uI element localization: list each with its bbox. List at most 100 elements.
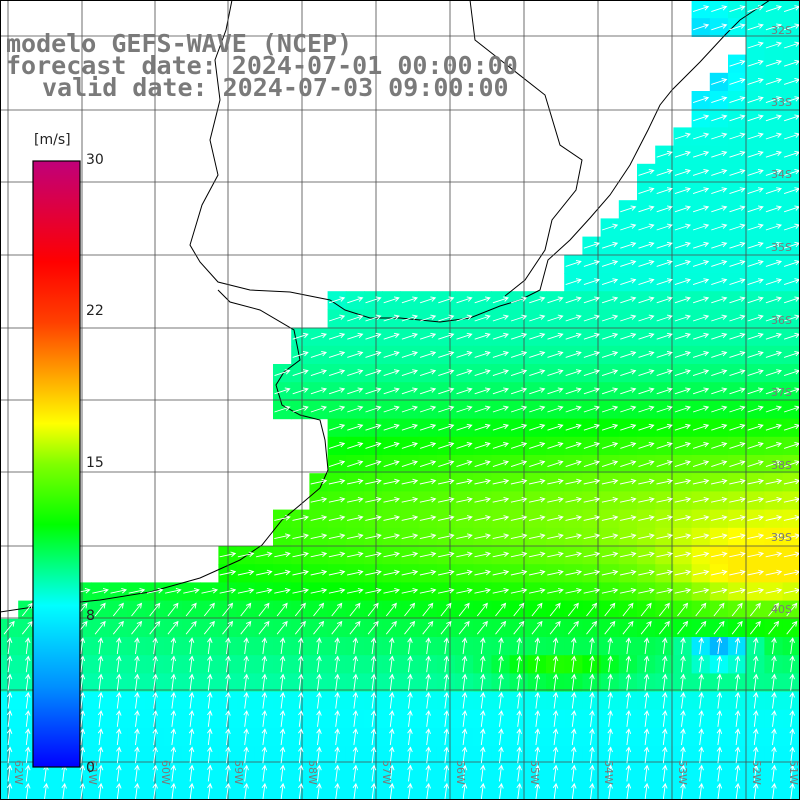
wind-arrow [771,782,777,800]
wind-arrow [310,369,327,377]
wind-arrow [571,691,577,709]
wind-arrow [456,587,473,594]
wind-arrow [747,114,764,122]
wind-arrow [134,691,140,709]
wind-arrow [549,620,561,635]
wind-arrow [258,602,270,617]
wind-arrow [625,728,632,746]
wind-arrow [583,332,600,340]
wind-arrow [692,169,710,176]
wind-arrow [225,746,231,764]
wind-arrow [316,764,322,782]
wind-arrow [711,569,728,576]
wind-arrow [620,205,637,213]
wind-arrow [492,478,510,485]
wind-arrow [747,423,764,431]
wind-arrow [789,746,795,764]
colorbar [32,160,81,768]
wind-arrow [571,746,577,764]
wind-arrow [131,620,143,635]
wind-arrow [692,478,710,485]
wind-arrow [692,205,710,213]
wind-arrow [677,602,689,617]
wind-arrow [638,314,655,322]
wind-arrow [638,332,655,340]
wind-arrow [456,515,473,521]
wind-arrow [729,314,746,322]
wind-arrow [692,296,710,304]
wind-arrow [765,96,782,104]
wind-arrow [167,602,179,617]
wind-arrow [25,673,31,691]
wind-arrow [516,637,522,655]
wind-arrow [552,655,559,673]
wind-arrow [771,637,777,655]
wind-arrow [604,602,616,617]
wind-arrow [711,587,728,594]
wind-arrow [552,782,559,800]
wind-arrow [352,673,359,691]
wind-arrow [243,673,249,691]
wind-arrow [261,655,268,673]
wind-arrow [571,782,577,800]
wind-arrow [601,515,619,521]
wind-arrow [152,710,158,727]
wind-arrow [316,655,322,673]
wind-arrow [620,587,637,594]
wind-arrow [729,387,746,395]
wind-arrow [207,710,213,727]
wind-arrow [729,423,746,431]
wind-arrow [407,782,413,800]
wind-arrow [365,551,382,558]
wind-arrow [711,132,728,140]
wind-arrow [529,387,546,395]
wind-arrow [674,278,691,286]
wind-arrow [389,673,395,691]
wind-arrow [656,296,673,304]
wind-arrow [716,746,723,764]
wind-arrow [419,533,437,540]
wind-arrow [658,602,670,617]
wind-arrow [389,637,395,655]
wind-arrow [583,369,600,377]
wind-arrow [638,423,655,431]
wind-arrow [662,782,668,800]
wind-arrow [662,691,668,709]
wind-arrow [401,533,419,540]
wind-arrow [510,478,528,485]
wind-arrow [316,782,322,800]
latitude-label: 34S [771,168,792,181]
wind-arrow [370,655,377,673]
wind-arrow [529,569,546,576]
wind-arrow [279,764,286,782]
wind-arrow [698,691,704,709]
wind-arrow [456,296,473,304]
wind-arrow [747,205,764,213]
wind-arrow [474,478,492,485]
wind-arrow [789,710,795,727]
wind-arrow [771,764,777,782]
wind-arrow [640,602,652,617]
wind-arrow [456,551,473,558]
wind-arrow [243,710,249,727]
wind-arrow [711,442,728,449]
wind-arrow [731,620,743,635]
wind-arrow [716,673,723,691]
wind-arrow [149,602,161,617]
wind-arrow [620,296,637,304]
wind-arrow [443,637,450,655]
wind-arrow [438,423,455,431]
wind-arrow [474,351,491,358]
wind-arrow [365,369,382,377]
wind-arrow [768,620,780,635]
wind-arrow [620,569,637,576]
wind-arrow [583,587,601,594]
wind-arrow [674,551,692,558]
wind-arrow [674,423,691,431]
wind-arrow [643,710,650,727]
wind-arrow [170,691,177,709]
wind-arrow [680,764,686,782]
wind-arrow [334,782,340,800]
wind-arrow [638,515,655,521]
wind-arrow [692,132,710,140]
